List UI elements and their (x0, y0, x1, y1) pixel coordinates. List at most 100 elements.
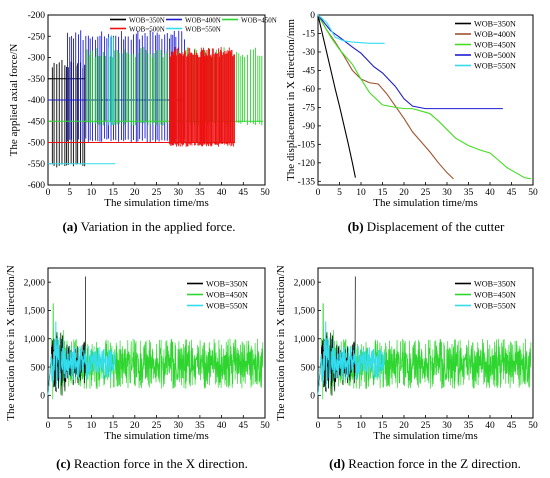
series-line-WOB=550N (317, 14, 385, 44)
x-tick-label: 15 (378, 188, 388, 198)
x-tick-label: 15 (108, 421, 118, 431)
caption-d: (d) Reaction force in the Z direction. (329, 456, 521, 471)
caption-letter: (a) (62, 219, 77, 234)
y-tick-label: 0 (310, 11, 315, 21)
y-tick-label: -90 (302, 122, 315, 132)
x-tick-label: 0 (316, 421, 321, 431)
y-tick-label: 0 (40, 392, 45, 402)
y-tick-label: -300 (28, 54, 46, 64)
x-tick-label: 45 (507, 421, 517, 431)
y-tick-label: 1,500 (24, 307, 46, 317)
legend-label: WOB=450N (474, 41, 516, 50)
legend-label: WOB=450N (241, 17, 277, 25)
legend-label: WOB=550N (206, 302, 248, 311)
x-tick-label: 25 (152, 188, 162, 198)
y-tick-label: -45 (302, 67, 315, 77)
series-WOB=350N (48, 59, 86, 168)
x-tick-label: 45 (239, 188, 249, 198)
x-tick-label: 40 (485, 421, 495, 431)
y-tick-label: -500 (28, 139, 46, 149)
x-tick-label: 15 (378, 421, 388, 431)
y-tick-label: -105 (298, 141, 316, 151)
caption-c: (c) Reaction force in the X direction. (56, 456, 248, 471)
legend-label: WOB=500N (474, 51, 516, 60)
caption-text: Reaction force in the X direction. (71, 456, 248, 471)
x-tick-label: 5 (337, 188, 342, 198)
x-axis-label: The simulation time/ms (373, 430, 478, 442)
x-tick-label: 35 (195, 188, 205, 198)
x-tick-label: 10 (87, 188, 97, 198)
y-tick-label: 0 (310, 392, 315, 402)
x-tick-label: 50 (528, 421, 538, 431)
legend-label: WOB=450N (474, 291, 516, 300)
caption-letter: (d) (329, 456, 345, 471)
y-tick-label: 2,000 (24, 278, 46, 288)
x-tick-label: 35 (195, 421, 205, 431)
legend-label: WOB=350N (474, 280, 516, 289)
series-line-WOB=550N (317, 321, 385, 396)
y-tick-label: -135 (298, 178, 316, 188)
series-WOB=500N (48, 47, 235, 147)
legend: WOB=350N WOB=450N WOB=550N (187, 280, 248, 311)
x-tick-label: 45 (507, 188, 517, 198)
legend-label: WOB=350N (474, 20, 516, 29)
x-tick-label: 20 (130, 421, 140, 431)
panel-d: 0 5 10 15 20 25 30 35 40 45 50 2,000 1,500 1,000 500 0 T… (275, 265, 538, 442)
series-line-WOB=550N (47, 321, 116, 396)
x-tick-label: 30 (442, 421, 452, 431)
y-axis-label: The displacement in X direction/mm (285, 19, 297, 181)
caption-text: Reaction force in the Z direction. (345, 456, 521, 471)
y-tick-label: 2,000 (294, 278, 316, 288)
y-tick-label: -250 (28, 32, 46, 42)
y-tick-label: -75 (302, 104, 315, 114)
x-tick-label: 5 (337, 421, 342, 431)
x-tick-label: 15 (108, 188, 118, 198)
x-tick-label: 0 (46, 421, 51, 431)
legend-label: WOB=350N (129, 17, 165, 25)
x-tick-label: 0 (46, 188, 51, 198)
y-tick-label: -550 (28, 160, 46, 170)
caption-letter: (c) (56, 456, 70, 471)
x-tick-label: 20 (399, 421, 409, 431)
x-tick-label: 25 (421, 188, 431, 198)
x-axis-label: The simulation time/ms (104, 197, 209, 209)
x-tick-label: 5 (67, 188, 72, 198)
panel-a: 0 5 10 15 20 25 30 35 40 45 50 -200 -250 -300 -350 -400… (8, 11, 277, 209)
y-tick-label: -120 (298, 159, 316, 169)
panel-c: 0 5 10 15 20 25 30 35 40 45 50 2,000 1,500 1,000 500 0 T… (5, 265, 270, 442)
legend-label: WOB=350N (206, 280, 248, 289)
y-tick-label: 1,500 (294, 307, 316, 317)
x-tick-label: 10 (356, 188, 366, 198)
y-tick-label: 500 (31, 363, 46, 373)
panel-b: 0 5 10 15 20 25 30 35 40 45 50 0 -15 -30 -45 -60 -75 -90 -… (285, 11, 538, 209)
legend: WOB=350N WOB=450N WOB=550N (455, 280, 516, 311)
x-axis-label: The simulation time/ms (104, 430, 209, 442)
x-tick-label: 20 (399, 188, 409, 198)
y-tick-label: 1,000 (24, 335, 46, 345)
y-tick-label: -400 (28, 96, 46, 106)
legend-label: WOB=550N (474, 302, 516, 311)
x-tick-label: 35 (464, 188, 474, 198)
x-tick-label: 5 (67, 421, 72, 431)
x-tick-label: 40 (217, 421, 227, 431)
y-axis-label: The reaction force in X direction/N (275, 265, 287, 421)
x-tick-label: 10 (87, 421, 97, 431)
legend-label: WOB=400N (185, 17, 221, 25)
x-tick-label: 40 (485, 188, 495, 198)
x-axis-label: The simulation time/ms (373, 197, 478, 209)
caption-text: Displacement of the cutter (364, 219, 505, 234)
y-axis-label: The reaction force in X direction/N (5, 265, 17, 421)
y-tick-label: -200 (28, 11, 46, 21)
x-tick-label: 50 (260, 188, 270, 198)
x-tick-label: 45 (239, 421, 249, 431)
y-tick-label: -30 (302, 48, 315, 58)
series-line-WOB=400N (317, 14, 454, 180)
y-tick-label: 500 (301, 363, 316, 373)
caption-text: Variation in the applied force. (78, 219, 236, 234)
caption-b: (b) Displacement of the cutter (348, 219, 505, 234)
series-line-WOB=350N (317, 14, 356, 178)
legend-label: WOB=550N (474, 62, 516, 71)
x-tick-label: 20 (130, 188, 140, 198)
